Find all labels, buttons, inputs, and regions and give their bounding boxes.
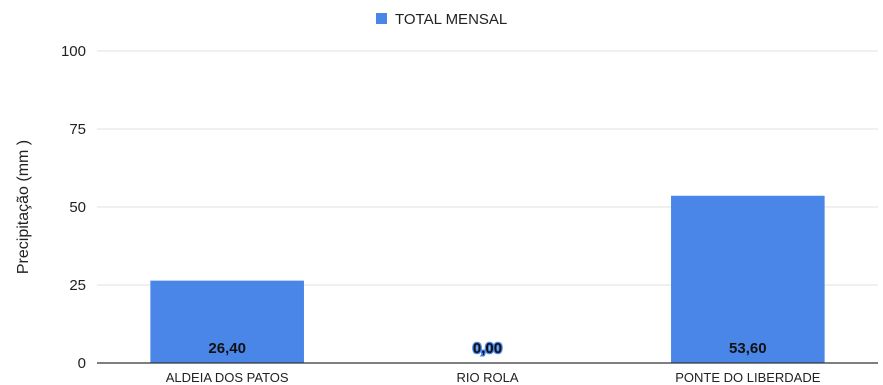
y-axis-title: Precipitação (mm ) — [15, 140, 32, 274]
y-tick-label: 75 — [69, 121, 86, 138]
data-label: 53,60 — [729, 340, 767, 357]
legend: TOTAL MENSAL — [376, 11, 507, 28]
x-tick-label: PONTE DO LIBERDADE — [675, 370, 821, 385]
y-tick-label: 100 — [61, 43, 86, 60]
data-label: 0,00 — [473, 340, 502, 357]
bar — [150, 280, 304, 363]
bar — [671, 195, 825, 363]
legend-label: TOTAL MENSAL — [395, 11, 507, 28]
data-labels: 26,40 0,00 53,60 — [208, 339, 767, 359]
y-tick-label: 50 — [69, 199, 86, 216]
x-tick-label: ALDEIA DOS PATOS — [166, 370, 289, 385]
bars — [97, 195, 878, 364]
legend-swatch — [376, 13, 387, 24]
data-label: 26,40 — [208, 340, 246, 357]
x-axis-ticks: ALDEIA DOS PATOS RIO ROLA PONTE DO LIBERDA… — [166, 370, 821, 385]
y-axis-ticks: 0 25 50 75 100 — [61, 43, 86, 372]
x-tick-label: RIO ROLA — [456, 370, 518, 385]
y-tick-label: 0 — [78, 355, 86, 372]
y-tick-label: 25 — [69, 277, 86, 294]
